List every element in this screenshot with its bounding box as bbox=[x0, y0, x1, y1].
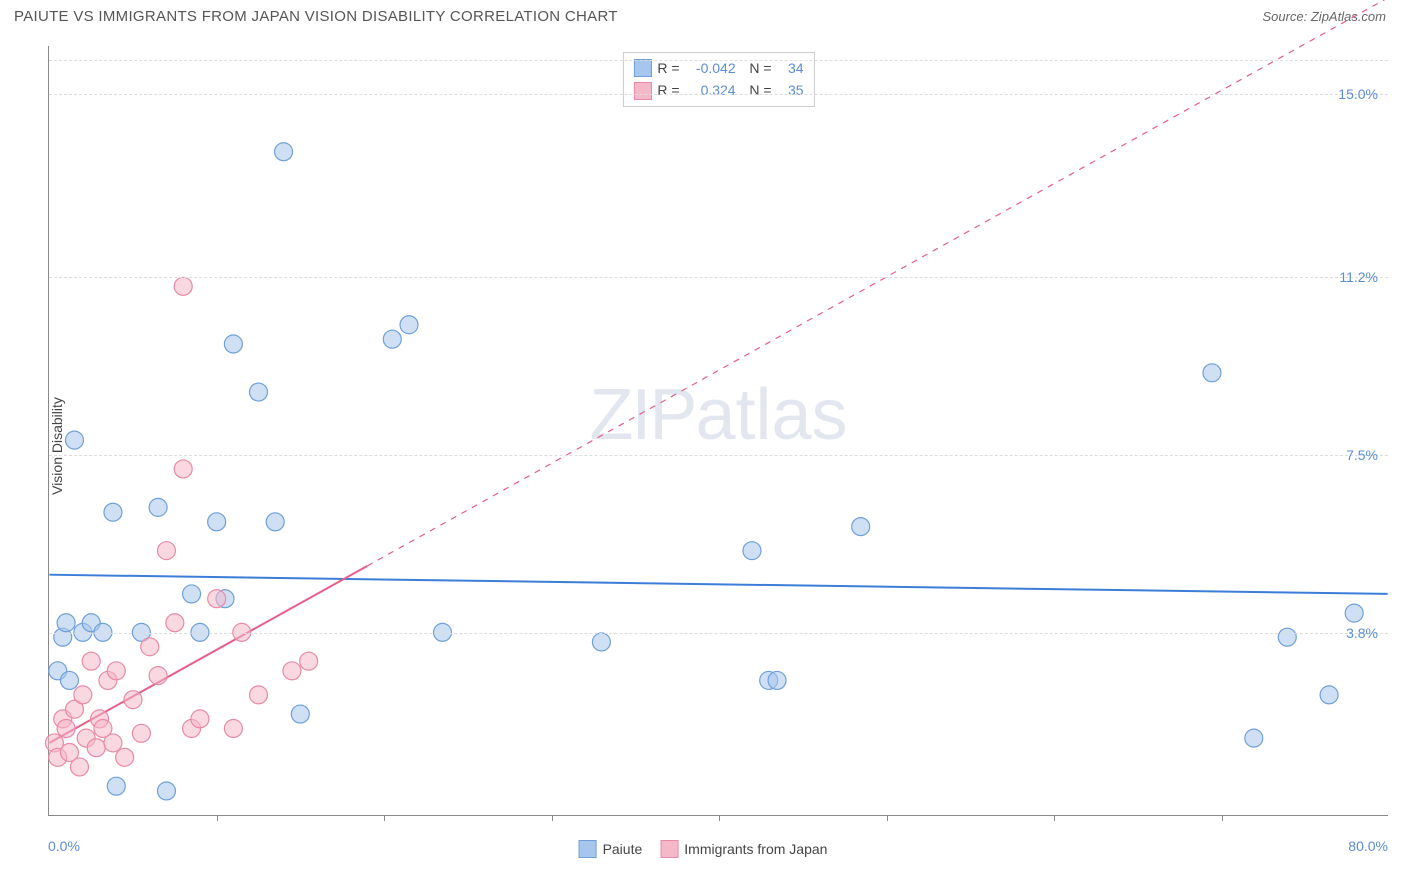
legend-swatch-paiute bbox=[579, 840, 597, 858]
x-axis-min-label: 0.0% bbox=[48, 838, 80, 854]
stats-row-japan: R = 0.324 N = 35 bbox=[633, 79, 803, 101]
y-tick-label: 3.8% bbox=[1346, 625, 1378, 641]
legend-item-japan: Immigrants from Japan bbox=[660, 840, 827, 858]
legend-swatch-japan bbox=[660, 840, 678, 858]
y-tick-label: 11.2% bbox=[1339, 269, 1378, 285]
scatter-plot-svg bbox=[49, 46, 1388, 815]
y-tick-label: 7.5% bbox=[1346, 447, 1378, 463]
source-credit: Source: ZipAtlas.com bbox=[1262, 9, 1386, 24]
chart-header: PAIUTE VS IMMIGRANTS FROM JAPAN VISION D… bbox=[0, 0, 1406, 29]
legend-item-paiute: Paiute bbox=[579, 840, 643, 858]
x-axis-max-label: 80.0% bbox=[1348, 838, 1388, 854]
swatch-paiute bbox=[633, 59, 651, 77]
chart-title: PAIUTE VS IMMIGRANTS FROM JAPAN VISION D… bbox=[14, 8, 618, 25]
swatch-japan bbox=[633, 82, 651, 100]
y-tick-label: 15.0% bbox=[1338, 86, 1378, 102]
legend: Paiute Immigrants from Japan bbox=[573, 840, 834, 858]
plot-area: ZIPatlas R = -0.042 N = 34 R = 0.324 N =… bbox=[48, 46, 1388, 816]
